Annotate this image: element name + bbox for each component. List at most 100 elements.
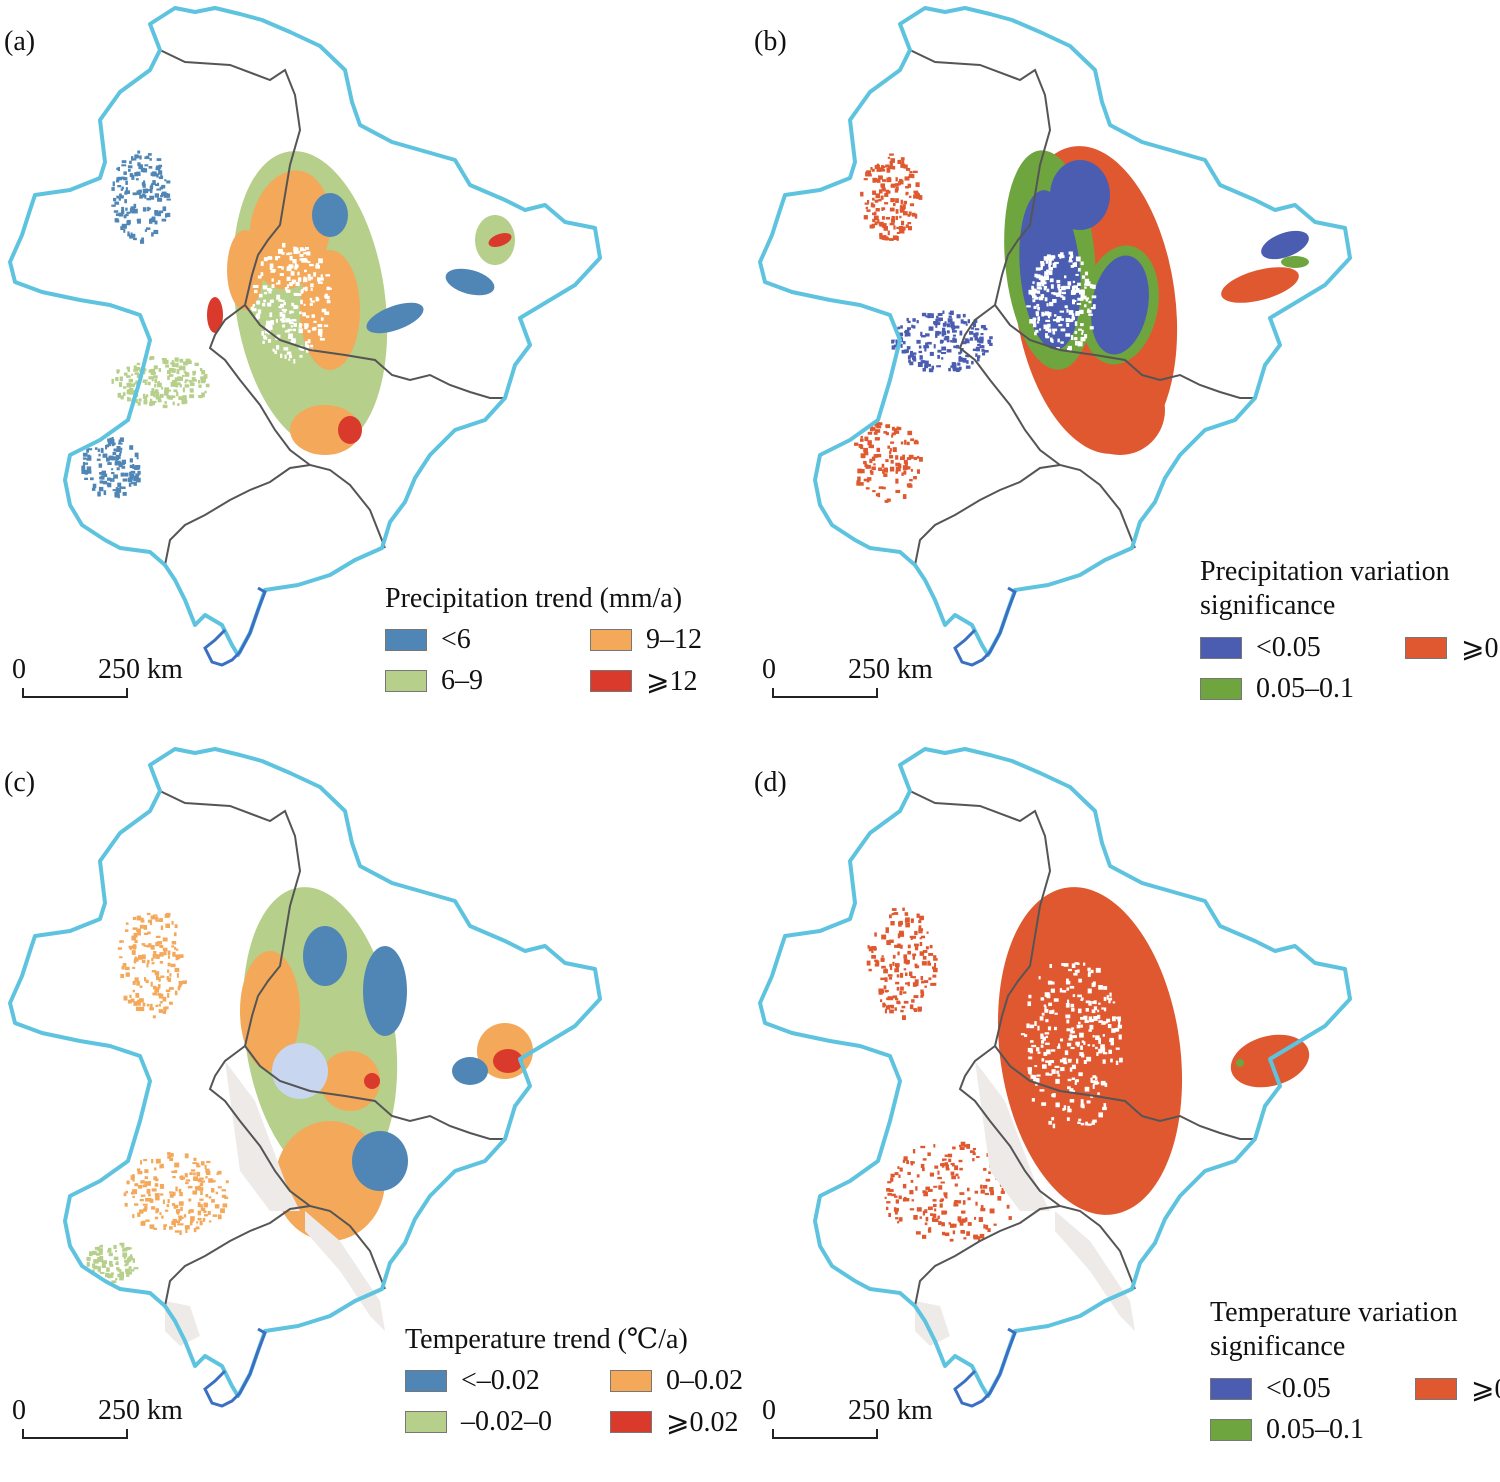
province-boundary: [149, 23, 505, 399]
panel-label: (b): [754, 26, 787, 57]
map-a: [8, 6, 602, 667]
legend-swatch: [1415, 1378, 1457, 1400]
scale-line: [772, 688, 878, 698]
legend: Precipitation trend (mm/a) <6 9–12 6–9 ⩾…: [385, 582, 740, 698]
legend-swatch: [1200, 637, 1242, 659]
region-gte-0.1: [1221, 267, 1299, 303]
coastline: [203, 586, 267, 667]
province-boundary: [914, 1205, 1061, 1307]
masked-area: [225, 1061, 300, 1211]
legend-swatch: [610, 1411, 652, 1433]
legend-title-line-2: significance: [1200, 590, 1336, 621]
scale-zero: 0: [12, 654, 26, 685]
panel-d: (d) Temperature variation significance <…: [750, 741, 1500, 1482]
legend-label: –0.02–0: [461, 1406, 552, 1437]
region-gte-12: [207, 297, 223, 333]
scale-zero: 0: [12, 1395, 26, 1426]
legend-swatch: [405, 1411, 447, 1433]
legend-swatch: [385, 629, 427, 651]
region-0.05-0.1: [1281, 256, 1309, 268]
region-lt-neg0.02: [303, 926, 347, 986]
data-layer: [86, 887, 533, 1284]
map-c: [8, 747, 602, 1408]
legend-item: 9–12: [590, 624, 740, 656]
legend-label: 0.05–0.1: [1256, 673, 1354, 704]
legend-item: –0.02–0: [405, 1405, 610, 1439]
scale-distance: 250 km: [848, 1395, 933, 1426]
legend-item: 6–9: [385, 664, 590, 698]
province-boundary: [958, 304, 1136, 549]
legend-label: ⩾0.02: [666, 1407, 739, 1438]
region-gte-0.02: [493, 1049, 523, 1073]
province-boundary: [164, 1205, 311, 1307]
scale-line: [22, 688, 128, 698]
province-boundary: [208, 1045, 386, 1290]
legend-label: 9–12: [646, 624, 702, 655]
speckle-region: [250, 242, 332, 364]
legend: Temperature trend (℃/a) <–0.02 0–0.02 –0…: [405, 1323, 760, 1439]
speckle-region: [111, 356, 210, 409]
legend-label: <0.05: [1266, 1373, 1331, 1404]
scale-line: [22, 1429, 128, 1439]
province-boundary: [958, 1045, 1136, 1290]
scale-line: [772, 1429, 878, 1439]
legend-swatch: [610, 1370, 652, 1392]
speckle-region: [111, 150, 171, 244]
region-gte-0.1: [1075, 365, 1165, 455]
coastline: [203, 1327, 267, 1408]
legend-swatch: [1200, 678, 1242, 700]
speckle-region: [860, 153, 923, 241]
scale-distance: 250 km: [848, 654, 933, 685]
legend-item: ⩾0.1: [1415, 1372, 1500, 1406]
region-lt-0.05: [1091, 255, 1149, 355]
legend-item: ⩾12: [590, 664, 740, 698]
legend-label: <0.05: [1256, 632, 1321, 663]
scale-zero: 0: [762, 1395, 776, 1426]
legend-swatch: [405, 1370, 447, 1392]
speckle-region: [117, 912, 187, 1019]
legend-swatch: [1210, 1419, 1252, 1441]
province-boundary: [149, 764, 505, 1140]
legend-item: ⩾0.1: [1405, 631, 1500, 665]
speckle-region: [1020, 962, 1123, 1129]
legend-item: <–0.02: [405, 1365, 610, 1397]
legend-title: Temperature trend (℃/a): [405, 1324, 688, 1355]
legend-item: <0.05: [1210, 1372, 1415, 1406]
region-gte-0.02: [364, 1073, 380, 1089]
legend-swatch: [590, 629, 632, 651]
scale-bar: 0 250 km: [10, 1395, 210, 1445]
legend-item: ⩾0.02: [610, 1405, 760, 1439]
masked-area: [975, 1061, 1050, 1211]
legend-label: 0.05–0.1: [1266, 1414, 1364, 1445]
region-gte-0.1: [997, 887, 1183, 1215]
scale-distance: 250 km: [98, 654, 183, 685]
region-0.05-0.1: [1236, 1059, 1244, 1067]
legend-item: <0.05: [1200, 631, 1405, 665]
speckle-region: [123, 1152, 229, 1236]
data-layer: [81, 150, 515, 499]
region-lt-neg0.02: [363, 946, 407, 1036]
legend-swatch: [1210, 1378, 1252, 1400]
panel-label: (c): [4, 767, 36, 798]
legend-title: Precipitation variation: [1200, 556, 1450, 587]
speckle-region: [81, 437, 141, 499]
legend-title: Temperature variation: [1210, 1297, 1458, 1328]
region-lt-6: [445, 268, 495, 296]
panel-b: (b) Precipitation variation significance…: [750, 0, 1500, 741]
scale-distance: 250 km: [98, 1395, 183, 1426]
region-9-12: [227, 230, 263, 310]
legend-label: <6: [441, 624, 471, 655]
legend: Temperature variation significance <0.05…: [1210, 1296, 1500, 1446]
region-gte-12: [488, 233, 512, 247]
province-boundary: [899, 764, 1255, 1140]
scale-bar: 0 250 km: [10, 654, 210, 704]
speckle-region: [86, 1242, 139, 1284]
panel-label: (d): [754, 767, 787, 798]
region-0-0.02: [320, 1051, 380, 1111]
masked-area: [1055, 1211, 1135, 1331]
legend-item: <6: [385, 624, 590, 656]
map-d: [758, 747, 1352, 1408]
speckle-region: [891, 310, 993, 373]
region-lt-6: [366, 302, 424, 334]
legend-label: ⩾0.1: [1461, 633, 1500, 664]
